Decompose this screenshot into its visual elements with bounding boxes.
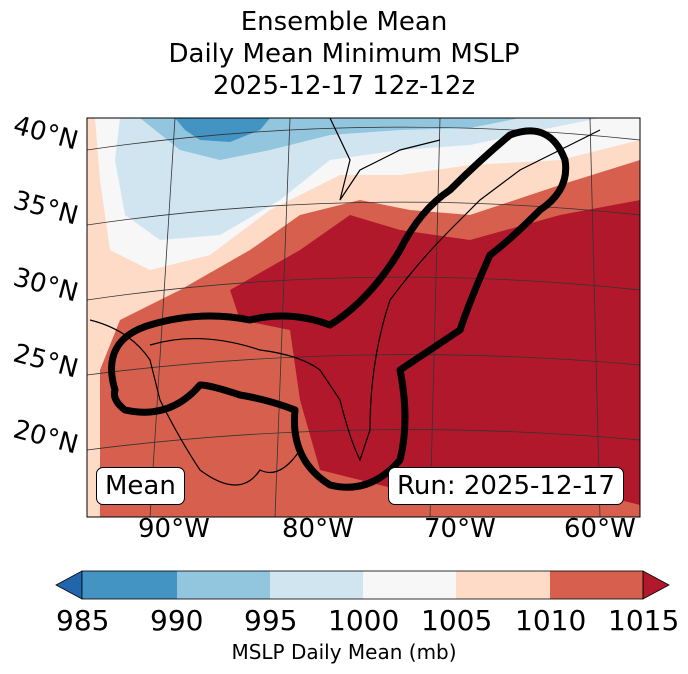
map-frame [86, 117, 641, 518]
colorbar-seg-985-990 [82, 571, 177, 599]
colorbar-extend-max [642, 570, 670, 600]
colorbar-tick: 985 [56, 604, 110, 637]
colorbar-tick: 1015 [608, 604, 680, 637]
lon-label-70w: 70°W [424, 514, 496, 544]
field-985 [175, 118, 270, 142]
colorbar-tick: 995 [244, 604, 298, 637]
colorbar-seg-990-995 [177, 571, 270, 599]
graticule [87, 118, 640, 517]
annotation-mean: Mean [96, 467, 185, 505]
lon-label-60w: 60°W [564, 514, 636, 544]
colorbar-seg-1000-1005 [363, 571, 456, 599]
colorbar-tick: 990 [150, 604, 204, 637]
mslp-field [87, 118, 640, 517]
colorbar-seg-1010-1015 [550, 571, 643, 599]
colorbar-extend-min [55, 570, 83, 600]
contour-outline [108, 127, 570, 491]
colorbar-tick: 1005 [421, 604, 493, 637]
lon-label-90w: 90°W [138, 514, 210, 544]
lon-label-80w: 80°W [282, 514, 354, 544]
colorbar-seg-995-1000 [270, 571, 363, 599]
colorbar-tick: 1000 [328, 604, 400, 637]
colorbar-tick: 1010 [515, 604, 587, 637]
coastlines [89, 118, 601, 486]
colorbar-seg-1005-1010 [456, 571, 550, 599]
title-line-2: Daily Mean Minimum MSLP [168, 39, 520, 69]
title-line-3: 2025-12-17 12z-12z [212, 71, 476, 101]
colorbar-label: MSLP Daily Mean (mb) [231, 640, 457, 664]
colorbar [55, 570, 670, 600]
title-line-1: Ensemble Mean [240, 7, 448, 37]
annotation-run-date: Run: 2025-12-17 [388, 467, 624, 505]
